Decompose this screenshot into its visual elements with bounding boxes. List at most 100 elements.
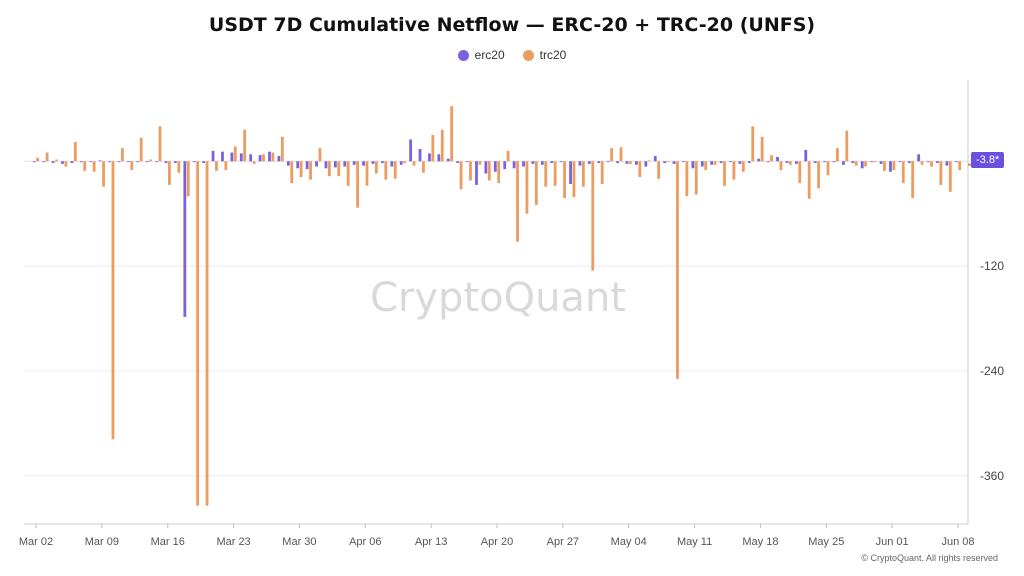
- bar-erc20-57: [569, 161, 572, 185]
- bar-erc20-36: [371, 161, 375, 164]
- bar-trc20-84: [826, 161, 830, 176]
- bar-trc20-47: [478, 161, 482, 165]
- chart-title: USDT 7D Cumulative Netflow — ERC-20 + TR…: [208, 14, 816, 36]
- bar-erc20-90: [879, 161, 883, 164]
- bar-erc20-60: [597, 161, 601, 164]
- x-tick-label-0: Mar 02: [19, 536, 53, 548]
- bar-trc20-94: [920, 161, 924, 165]
- bar-trc20-53: [534, 161, 538, 205]
- bar-erc20-75: [738, 161, 742, 164]
- bar-erc20-81: [794, 161, 798, 164]
- bar-trc20-87: [854, 161, 858, 166]
- bar-erc20-21: [230, 152, 234, 162]
- bar-erc20-80: [785, 161, 789, 164]
- bar-trc20-18: [205, 161, 209, 506]
- bar-erc20-47: [475, 161, 478, 185]
- bar-trc20-3: [64, 161, 68, 167]
- bar-erc20-25: [268, 151, 271, 162]
- bar-trc20-81: [798, 161, 802, 184]
- bar-erc20-78: [766, 161, 770, 163]
- bar-erc20-19: [211, 150, 215, 162]
- bar-trc20-76: [751, 126, 755, 162]
- bar-trc20-13: [158, 126, 162, 162]
- bar-erc20-2: [51, 161, 55, 164]
- legend-item-trc20[interactable]: trc20: [522, 48, 566, 62]
- bar-trc20-35: [365, 161, 369, 186]
- bar-trc20-15: [177, 161, 181, 173]
- x-tick-label-13: Jun 01: [876, 536, 909, 548]
- watermark: CryptoQuant: [370, 275, 626, 321]
- bar-erc20-28: [296, 161, 300, 169]
- bar-trc20-34: [356, 161, 359, 208]
- bar-erc20-32: [333, 161, 337, 168]
- bar-trc20-23: [252, 161, 256, 164]
- bar-trc20-0: [36, 157, 40, 162]
- bar-trc20-32: [337, 161, 341, 177]
- bar-trc20-6: [92, 161, 96, 172]
- bar-erc20-17: [192, 161, 196, 163]
- bar-trc20-72: [713, 161, 717, 165]
- bar-trc20-55: [553, 161, 557, 186]
- bar-trc20-45: [459, 161, 463, 190]
- bar-erc20-44: [446, 158, 450, 162]
- bar-trc20-95: [930, 161, 933, 167]
- bar-erc20-0: [32, 161, 36, 163]
- bar-erc20-46: [465, 161, 469, 163]
- bar-trc20-70: [694, 161, 698, 195]
- bar-trc20-9: [120, 148, 124, 162]
- bar-trc20-10: [130, 161, 134, 171]
- bar-trc20-22: [243, 129, 247, 162]
- bar-erc20-54: [540, 161, 544, 165]
- last-value-badge: -3.8*: [971, 152, 1005, 168]
- bar-erc20-35: [362, 161, 365, 166]
- bar-erc20-15: [174, 161, 177, 164]
- bar-trc20-25: [271, 152, 275, 162]
- bar-erc20-20: [221, 151, 224, 162]
- legend-swatch-trc20: [522, 49, 534, 61]
- bar-trc20-57: [572, 161, 576, 198]
- x-tick-label-1: Mar 09: [85, 536, 119, 548]
- bar-erc20-79: [776, 156, 779, 162]
- bar-trc20-24: [262, 154, 265, 162]
- bar-erc20-66: [653, 156, 657, 162]
- x-tick-label-2: Mar 16: [151, 536, 185, 548]
- bar-trc20-73: [723, 161, 726, 186]
- bar-trc20-58: [581, 161, 585, 187]
- bar-trc20-85: [835, 148, 839, 162]
- bar-trc20-82: [807, 161, 811, 199]
- bar-erc20-4: [70, 161, 74, 164]
- bar-erc20-42: [428, 153, 431, 162]
- bar-erc20-52: [522, 161, 525, 167]
- bar-trc20-65: [647, 160, 651, 162]
- bar-trc20-33: [346, 161, 350, 186]
- bar-erc20-23: [249, 154, 253, 162]
- bar-erc20-88: [860, 161, 864, 169]
- bar-erc20-16: [183, 161, 187, 317]
- bar-erc20-48: [484, 161, 488, 174]
- bar-trc20-96: [939, 161, 943, 185]
- bar-erc20-29: [305, 161, 309, 170]
- bar-erc20-56: [559, 161, 563, 163]
- bar-trc20-79: [779, 161, 783, 171]
- bar-erc20-76: [747, 161, 751, 164]
- x-tick-label-5: Apr 06: [349, 536, 381, 548]
- bar-erc20-69: [682, 161, 685, 163]
- bar-erc20-38: [390, 161, 394, 167]
- bar-erc20-89: [870, 161, 874, 163]
- bar-trc20-91: [892, 161, 896, 171]
- bar-erc20-58: [578, 161, 582, 166]
- bar-erc20-72: [710, 161, 714, 165]
- bar-trc20-51: [516, 161, 519, 242]
- bar-trc20-75: [741, 161, 745, 172]
- bar-trc20-88: [864, 161, 868, 167]
- bar-erc20-70: [691, 161, 695, 169]
- bar-erc20-30: [315, 161, 318, 167]
- bar-erc20-94: [917, 154, 921, 162]
- legend-item-erc20[interactable]: erc20: [457, 48, 505, 62]
- bar-trc20-59: [591, 161, 595, 271]
- bar-trc20-61: [610, 148, 613, 162]
- x-tick-label-4: Mar 30: [282, 536, 316, 548]
- bar-erc20-87: [851, 161, 855, 164]
- legend-label-erc20: erc20: [474, 48, 505, 62]
